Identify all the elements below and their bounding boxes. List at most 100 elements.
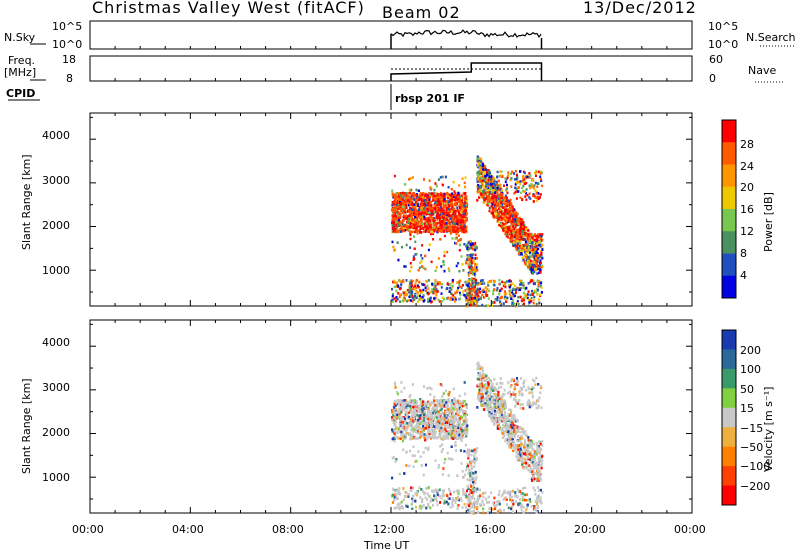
power-data-cell <box>474 257 477 260</box>
power-data-cell <box>464 295 467 299</box>
power-data-cell <box>511 170 514 174</box>
power-data-cell <box>497 195 500 198</box>
power-data-cell <box>454 211 456 215</box>
power-data-cell <box>462 293 465 297</box>
power-data-cell <box>411 297 414 300</box>
power-data-cell <box>535 302 538 306</box>
power-data-cell <box>473 290 476 294</box>
power-data-cell <box>420 223 423 226</box>
power-data-cell <box>404 192 407 195</box>
power-data-cell <box>497 214 500 218</box>
power-data-cell <box>482 194 485 197</box>
power-data-cell <box>470 290 473 293</box>
power-data-cell <box>478 177 481 181</box>
power-data-cell <box>518 238 521 242</box>
power-data-cell <box>394 199 397 202</box>
power-data-cell <box>529 174 532 177</box>
power-data-cell <box>403 202 406 205</box>
power-data-cell <box>523 182 526 185</box>
power-data-cell <box>533 289 536 292</box>
power-data-cell <box>510 238 512 242</box>
power-data-cell <box>469 254 472 258</box>
power-data-cell <box>466 247 469 250</box>
power-data-cell <box>469 287 472 291</box>
power-data-cell <box>536 258 539 262</box>
power-data-cell <box>433 289 436 293</box>
power-data-cell <box>533 270 536 274</box>
power-data-cell <box>501 212 504 215</box>
power-data-cell <box>481 171 483 175</box>
power-data-cell <box>490 192 493 196</box>
power-data-cell <box>419 192 422 195</box>
power-data-cell <box>461 217 464 221</box>
power-data-cell <box>401 207 404 211</box>
power-data-cell <box>456 220 458 223</box>
power-data-cell <box>506 280 508 283</box>
power-data-cell <box>408 228 411 232</box>
power-data-cell <box>443 254 446 258</box>
power-data-cell <box>514 240 517 243</box>
power-data-cell <box>525 254 528 258</box>
power-data-cell <box>486 187 489 190</box>
power-data-cell <box>434 182 437 185</box>
power-data-cell <box>468 298 471 301</box>
power-data-cell <box>445 221 448 225</box>
power-data-cell <box>531 271 534 275</box>
power-data-cell <box>409 222 412 226</box>
power-data-cell <box>423 178 425 181</box>
power-data-cell <box>463 294 466 297</box>
power-data-cell <box>481 175 484 179</box>
power-data-cell <box>438 193 441 197</box>
power-data-cell <box>497 207 500 210</box>
power-data-cell <box>471 293 474 297</box>
power-data-cell <box>489 206 492 210</box>
power-data-cell <box>469 240 472 243</box>
power-data-cell <box>484 292 487 295</box>
power-data-cell <box>421 291 424 294</box>
power-data-cell <box>435 184 438 188</box>
power-data-cell <box>481 181 484 184</box>
power-data-cell <box>423 202 426 205</box>
power-data-cell <box>445 211 448 214</box>
power-data-cell <box>519 180 522 183</box>
power-data-cell <box>404 210 406 214</box>
power-data-cell <box>415 290 418 293</box>
power-data-cell <box>436 194 438 197</box>
power-data-cell <box>522 249 525 253</box>
power-data-cell <box>450 199 453 202</box>
power-data-cell <box>456 229 458 232</box>
power-data-cell <box>451 192 454 195</box>
power-data-cell <box>402 229 405 232</box>
power-data-cell <box>529 251 532 254</box>
power-data-cell <box>430 200 433 204</box>
power-data-cell <box>466 293 469 296</box>
power-data-cell <box>517 249 520 252</box>
power-data-cell <box>485 182 488 186</box>
power-data-cell <box>428 198 431 201</box>
power-data-cell <box>541 171 544 175</box>
power-data-cell <box>454 227 457 230</box>
power-data-cell <box>417 204 420 207</box>
power-data-cell <box>533 295 536 299</box>
power-data-cell <box>472 253 475 256</box>
power-data-cell <box>528 298 531 302</box>
power-data-cell <box>417 219 419 223</box>
power-data-cell <box>535 247 537 251</box>
power-data-cell <box>395 204 398 207</box>
power-data-cell <box>450 204 453 207</box>
power-data-cell <box>539 270 542 274</box>
power-data-cell <box>526 293 529 296</box>
power-data-cell <box>474 244 477 248</box>
power-data-cell <box>398 215 401 219</box>
power-data-cell <box>482 189 485 193</box>
power-data-cell <box>451 237 454 240</box>
power-data-cell <box>415 219 418 222</box>
power-data-cell <box>537 247 539 251</box>
power-data-cell <box>392 214 395 218</box>
power-data-cell <box>463 224 466 228</box>
power-data-cell <box>452 193 455 197</box>
power-data-cell <box>463 243 466 246</box>
power-data-cell <box>443 195 445 199</box>
power-data-cell <box>406 195 409 198</box>
power-data-cell <box>510 177 513 180</box>
